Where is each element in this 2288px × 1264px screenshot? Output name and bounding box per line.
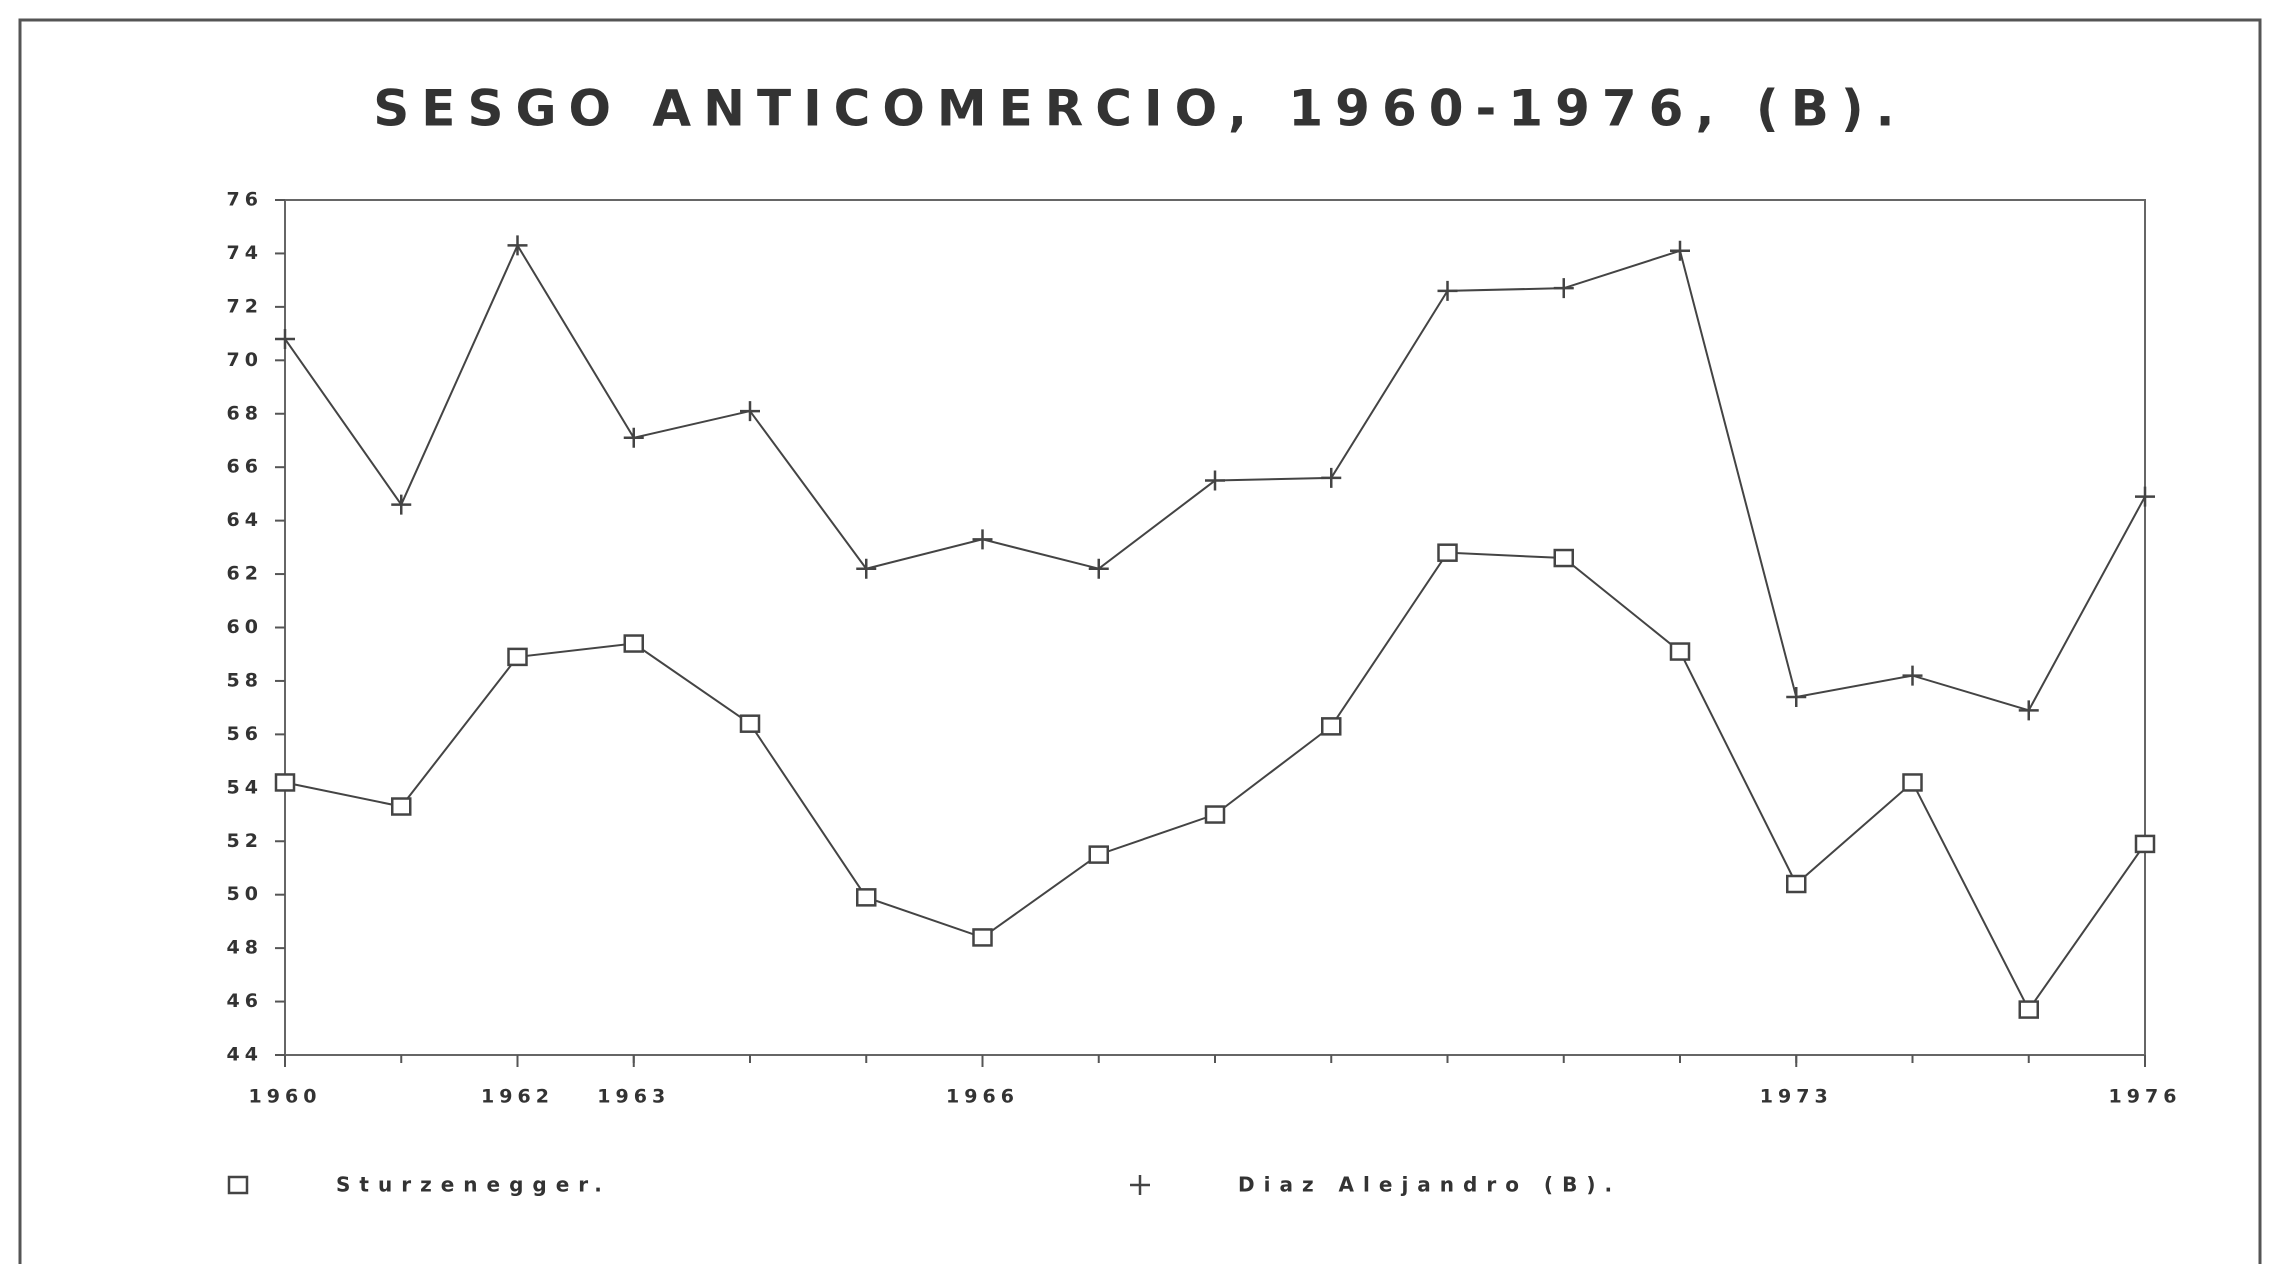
data-point	[1088, 845, 1109, 864]
y-tick-label: 68	[227, 402, 263, 424]
x-tick-label: 1963	[597, 1086, 670, 1108]
data-point	[1670, 240, 1690, 261]
data-point	[2018, 700, 2039, 721]
data-point	[1321, 467, 1342, 488]
y-tick-label: 58	[227, 669, 263, 691]
y-tick-label: 70	[227, 349, 263, 371]
data-point	[274, 773, 296, 792]
series-line	[284, 551, 2146, 1012]
y-tick-label: 48	[227, 937, 263, 959]
data-point	[1553, 548, 1574, 568]
data-point	[2018, 1000, 2039, 1019]
data-point	[275, 328, 295, 349]
y-tick-label: 44	[227, 1044, 263, 1066]
y-tick-label: 62	[227, 563, 263, 585]
data-point	[1205, 470, 1225, 491]
x-tick-label: 1962	[481, 1086, 554, 1108]
data-point	[623, 634, 644, 653]
y-tick-label: 46	[227, 990, 263, 1012]
plot-area	[284, 199, 2146, 1056]
chart-title: SESGO ANTICOMERCIO, 1960-1976, (B).	[373, 80, 1906, 138]
x-tick-label: 1976	[2109, 1086, 2182, 1108]
data-point	[1669, 642, 1691, 661]
y-tick-label: 74	[227, 242, 263, 264]
data-point	[1553, 278, 1574, 299]
x-tick-label: 1960	[249, 1086, 322, 1108]
data-point	[507, 235, 528, 256]
y-tick-label: 72	[227, 295, 263, 317]
frame	[18, 18, 2262, 1264]
data-point	[1088, 558, 1109, 579]
data-point	[391, 797, 412, 816]
data-point	[972, 529, 993, 550]
data-point	[972, 928, 993, 947]
data-point	[1902, 665, 1923, 686]
data-point	[2134, 834, 2156, 854]
data-point	[1437, 543, 1458, 562]
x-tick-label: 1973	[1760, 1086, 1833, 1108]
y-tick-label: 64	[227, 509, 263, 531]
y-tick-label: 60	[227, 616, 263, 638]
data-point	[856, 558, 877, 579]
legend-label: Sturzenegger.	[336, 1173, 611, 1197]
y-tick-label: 76	[227, 189, 263, 211]
legend-marker	[1130, 1175, 1150, 1195]
data-point	[856, 888, 877, 907]
y-tick-label: 54	[227, 776, 263, 798]
legend-label: Diaz Alejandro (B).	[1238, 1173, 1621, 1197]
data-point	[1437, 280, 1458, 301]
data-point	[2135, 486, 2155, 507]
x-tick-label: 1966	[946, 1086, 1019, 1108]
data-point	[739, 714, 761, 733]
data-point	[740, 401, 760, 422]
y-tick-label: 50	[227, 883, 263, 905]
data-point	[1786, 874, 1807, 894]
data-point	[1786, 686, 1807, 707]
data-point	[623, 427, 644, 448]
y-tick-label: 66	[227, 456, 263, 478]
data-point	[391, 494, 412, 515]
legend-marker	[227, 1175, 249, 1195]
data-point	[1321, 717, 1342, 736]
data-point	[1204, 805, 1226, 824]
y-tick-label: 52	[227, 830, 263, 852]
data-point	[507, 647, 528, 667]
data-point	[1902, 773, 1923, 792]
y-tick-label: 56	[227, 723, 263, 745]
